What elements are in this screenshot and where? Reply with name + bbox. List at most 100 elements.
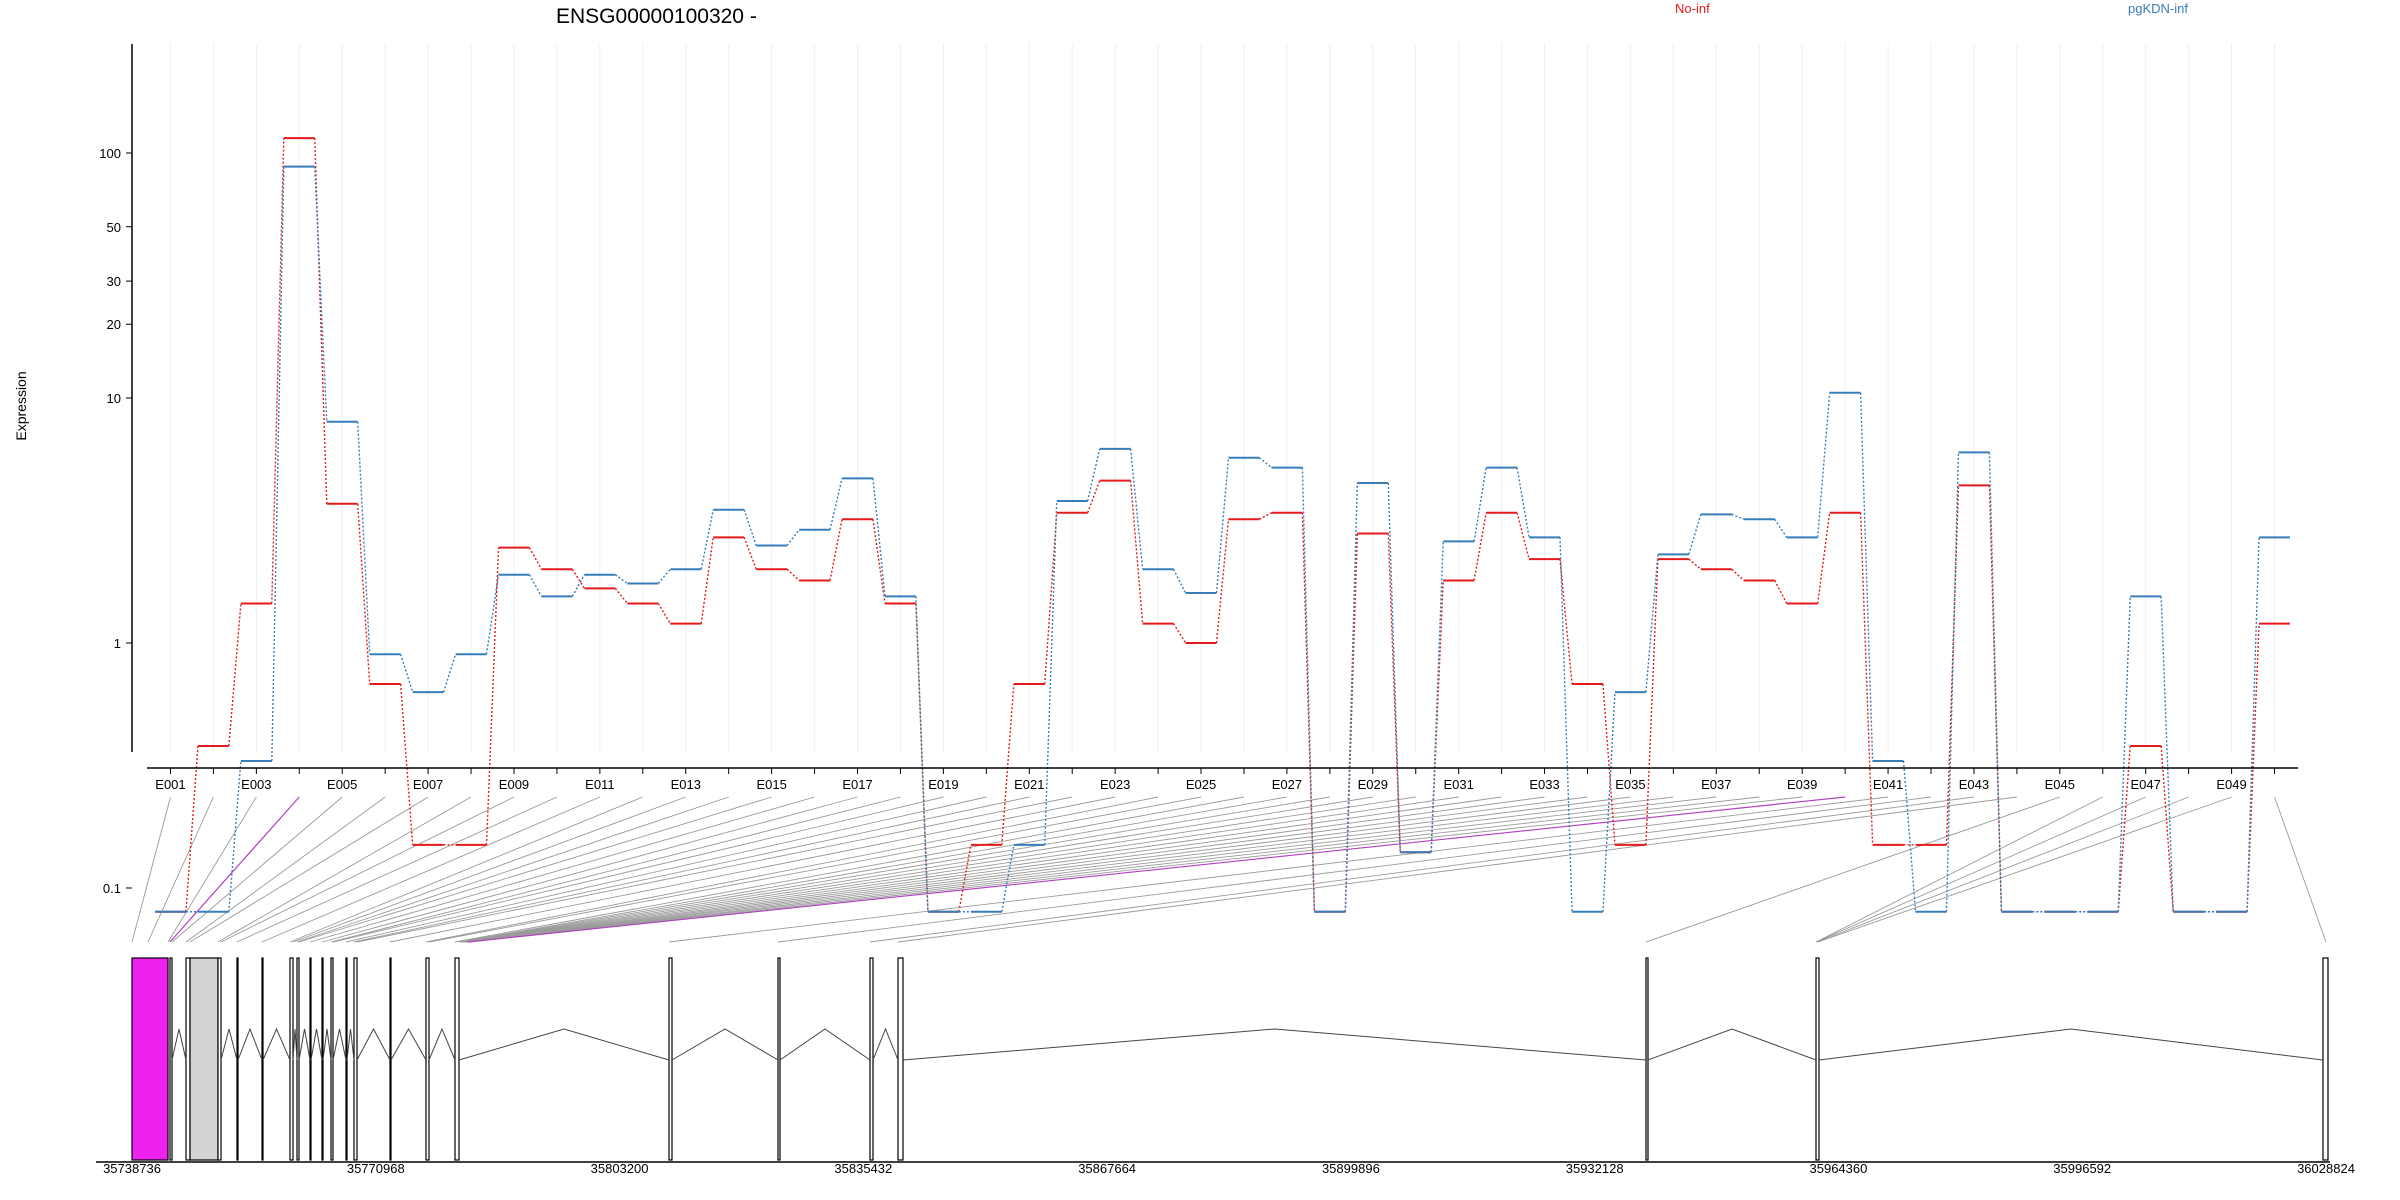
x-tick-label: E029	[1358, 777, 1388, 792]
gene-axis-label: 35803200	[591, 1161, 649, 1176]
gene-axis-label: 35932128	[1566, 1161, 1624, 1176]
exon-connector	[897, 796, 2017, 943]
series-connector	[2160, 745, 2174, 912]
exon-connector	[869, 796, 1975, 943]
series-connector	[1774, 580, 1788, 604]
exon-connector	[1817, 796, 2232, 943]
series-connector	[1215, 519, 1230, 644]
exon-box	[454, 957, 460, 1161]
series-connector	[485, 547, 500, 845]
exon-box	[897, 957, 904, 1161]
series-connector	[1988, 452, 2003, 912]
x-tick-label: E037	[1701, 777, 1731, 792]
x-tick-label: E045	[2045, 777, 2075, 792]
series-connector	[314, 166, 328, 422]
series-connector	[1645, 559, 1659, 845]
exon-connector	[147, 796, 214, 943]
x-tick-label: E021	[1014, 777, 1044, 792]
series-connector	[614, 574, 628, 585]
gene-axis-label: 35867664	[1078, 1161, 1136, 1176]
series-connector	[1602, 692, 1616, 912]
y-tick-label: 10	[107, 391, 121, 406]
series-connector	[1816, 392, 1831, 538]
series-connector	[228, 603, 242, 747]
exon-connector	[220, 796, 515, 943]
exon-box	[1645, 957, 1649, 1161]
y-tick-label: 50	[107, 220, 121, 235]
y-axis-label: Expression	[13, 371, 29, 440]
series-connector	[1602, 683, 1616, 845]
series-connector	[1988, 485, 2003, 912]
intron-line	[671, 1028, 779, 1061]
exon-connector	[309, 796, 815, 943]
exon-connector	[1815, 796, 2103, 943]
x-tick-label: E015	[756, 777, 786, 792]
y-tick-label: 20	[107, 317, 121, 332]
exon-box	[389, 957, 392, 1161]
series-connector	[442, 653, 457, 693]
series-connector	[829, 478, 843, 530]
legend-no-inf: No-inf	[1675, 1, 1710, 16]
intron-line	[332, 1028, 347, 1061]
exon-box	[169, 957, 173, 1161]
x-tick-label: E023	[1100, 777, 1130, 792]
series-connector	[1816, 512, 1831, 604]
intron-line	[356, 1027, 391, 1061]
series-connector	[571, 574, 586, 597]
series-connector	[1258, 457, 1272, 469]
exon-connector	[1816, 796, 2189, 943]
series-connector	[1344, 533, 1359, 912]
exon-connector	[668, 796, 1889, 943]
x-tick-label: E033	[1529, 777, 1559, 792]
y-ticks: 0.1 1 10 20 30 50 100	[99, 146, 132, 896]
series-connector	[528, 547, 543, 570]
series-connector	[958, 844, 972, 912]
series-connector	[1516, 512, 1530, 560]
intron-line	[322, 1028, 332, 1061]
exon-box	[668, 957, 673, 1161]
exon-connector	[465, 796, 1631, 943]
series-connector	[356, 421, 371, 655]
exon-connector	[236, 796, 558, 943]
series-connector	[185, 745, 199, 912]
exon-connector	[321, 796, 858, 943]
series-connector	[2246, 537, 2260, 912]
series-connector	[1086, 448, 1101, 502]
series-connector	[1001, 683, 1015, 845]
exon-connector	[777, 796, 1932, 943]
x-ticks: E001 E003 E005 E007 E009 E011 E013 E015 E017 E019…	[155, 768, 2276, 792]
series-connector	[1215, 457, 1230, 594]
x-tick-label: E005	[327, 777, 357, 792]
exon-connector	[389, 796, 1116, 943]
intron-line	[1647, 1028, 1817, 1061]
intron-line	[458, 1028, 670, 1061]
intron-line	[237, 1027, 263, 1061]
exon-connector	[467, 796, 1846, 943]
intron-line	[390, 1027, 427, 1061]
exon-connector	[464, 796, 1545, 943]
exon-box	[353, 957, 358, 1161]
series-connector	[1344, 482, 1359, 912]
chart-title: ENSG00000100320 -	[556, 5, 757, 28]
exon-connector	[463, 796, 1502, 943]
gene-axis-label: 35738736	[103, 1161, 161, 1176]
exon-box	[777, 957, 781, 1161]
intron-line	[902, 1028, 1647, 1061]
exon-connector	[425, 796, 1159, 943]
x-tick-label: E017	[842, 777, 872, 792]
series-connector	[1044, 500, 1058, 845]
exon-connector	[1645, 796, 2060, 943]
series-connector	[1001, 844, 1015, 912]
series-connector	[614, 587, 628, 604]
exon-connector	[131, 796, 171, 943]
exon-connector	[1815, 796, 2146, 943]
gene-axis-label: 35835432	[834, 1161, 892, 1176]
x-tick-label: E003	[241, 777, 271, 792]
y-tick-label: 30	[107, 274, 121, 289]
intron-line	[428, 1027, 456, 1061]
exon-box	[425, 957, 430, 1161]
x-tick-label: E011	[585, 777, 614, 792]
series-connector	[271, 166, 285, 761]
series-connector	[657, 603, 671, 624]
